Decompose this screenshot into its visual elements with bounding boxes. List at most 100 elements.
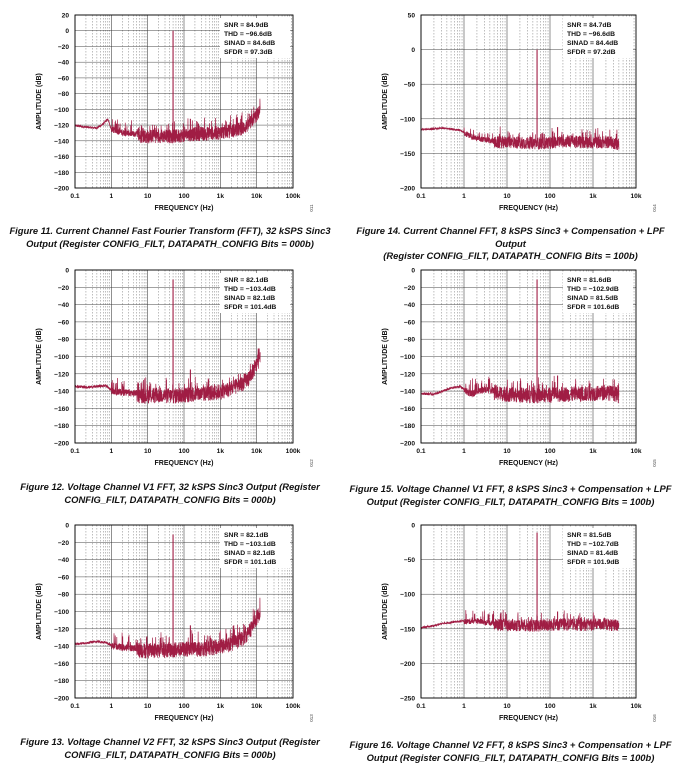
y-tick-label: −180 <box>400 423 415 430</box>
plot-frame <box>420 14 637 189</box>
x-tick-label: 1 <box>109 448 113 455</box>
y-tick-label: −20 <box>58 285 70 292</box>
x-tick-label: 10k <box>251 448 262 455</box>
x-tick-label: 100 <box>544 448 555 455</box>
stats-box <box>563 18 633 58</box>
x-tick-label: 1 <box>462 448 466 455</box>
y-tick-label: 50 <box>408 13 416 20</box>
stats-line: SFDR = 101.9dB <box>567 559 619 566</box>
series-line <box>421 610 620 632</box>
stats-box <box>563 273 633 313</box>
fft-trace <box>421 279 620 404</box>
y-tick-label: −60 <box>58 75 70 82</box>
figure-id: 016 <box>652 714 657 722</box>
y-tick-label: −40 <box>58 302 70 309</box>
y-tick-label: −200 <box>54 441 69 448</box>
figure-caption: Figure 14. Current Channel FFT, 8 kSPS S… <box>340 225 681 263</box>
x-tick-label: 0.1 <box>70 193 79 200</box>
y-tick-label: −140 <box>54 138 69 145</box>
y-tick-label: −50 <box>404 82 416 89</box>
y-axis-label: AMPLITUDE (dB) <box>382 583 389 640</box>
y-tick-label: −60 <box>404 319 416 326</box>
fft-trace <box>421 49 620 151</box>
figure-id: 011 <box>309 204 314 212</box>
y-tick-label: −50 <box>404 557 416 564</box>
figure-id: 015 <box>652 459 657 467</box>
x-tick-label: 100 <box>544 193 555 200</box>
stats-line: SFDR = 101.6dB <box>567 304 619 311</box>
x-tick-label: 1k <box>589 193 597 200</box>
y-tick-label: −250 <box>400 696 415 703</box>
y-tick-label: −100 <box>400 592 415 599</box>
plot-frame <box>74 14 294 189</box>
stats-line: THD = −103.4dB <box>224 286 276 293</box>
y-tick-label: 0 <box>65 28 69 35</box>
caption-line: Figure 16. Voltage Channel V2 FFT, 8 kSP… <box>349 739 672 750</box>
stats-line: SINAD = 82.1dB <box>224 295 275 302</box>
stats-line: SINAD = 84.6dB <box>224 40 275 47</box>
x-tick-label: 10 <box>503 448 511 455</box>
x-tick-label: 1 <box>109 703 113 710</box>
y-axis-label: AMPLITUDE (dB) <box>382 328 389 385</box>
caption-line: Output (Register CONFIG_FILT, DATAPATH_C… <box>366 495 655 507</box>
chart-1: 200−20−40−60−80−100−120−140−160−180−2000… <box>36 13 314 213</box>
series-line <box>75 98 261 144</box>
y-tick-label: −40 <box>404 302 416 309</box>
x-tick-label: 0.1 <box>70 448 79 455</box>
caption-line: Figure 12. Voltage Channel V1 FFT, 32 kS… <box>20 481 320 492</box>
chart-3: 0 −20 −40 −60 −80 −100 −120 −140 −160 −180 −2000.1… <box>36 268 314 468</box>
stats-line: THD = −96.6dB <box>567 31 615 38</box>
stats-line: SNR = 84.7dB <box>567 22 611 29</box>
plot-frame <box>420 524 637 699</box>
y-tick-label: −160 <box>54 406 69 413</box>
x-tick-label: 100k <box>286 448 301 455</box>
x-tick-label: 100 <box>178 448 189 455</box>
stats-line: SNR = 81.6dB <box>567 277 611 284</box>
y-tick-label: −140 <box>54 644 69 651</box>
stats-box <box>220 18 290 58</box>
x-tick-label: 1k <box>589 703 597 710</box>
y-tick-label: −200 <box>400 661 415 668</box>
x-tick-label: 10 <box>144 448 152 455</box>
stats-line: SNR = 81.5dB <box>567 532 611 539</box>
caption-line: CONFIG_FILT, DATAPATH_CONFIG Bits = 000b… <box>64 748 276 760</box>
x-tick-label: 1 <box>109 193 113 200</box>
x-tick-label: 10 <box>503 193 511 200</box>
x-axis-label: FREQUENCY (Hz) <box>155 205 214 212</box>
y-tick-label: −60 <box>58 574 70 581</box>
series-line <box>75 597 261 659</box>
y-tick-label: −160 <box>400 406 415 413</box>
y-tick-label: −200 <box>54 696 69 703</box>
y-tick-label: −120 <box>54 626 69 633</box>
x-axis-label: FREQUENCY (Hz) <box>499 715 558 722</box>
y-tick-label: −20 <box>58 540 70 547</box>
figure-caption: Figure 16. Voltage Channel V2 FFT, 8 kSP… <box>340 739 681 764</box>
series-line <box>421 375 620 404</box>
x-tick-label: 0.1 <box>416 448 425 455</box>
y-tick-label: 0 <box>411 47 415 54</box>
x-tick-label: 1 <box>462 703 466 710</box>
x-tick-label: 0.1 <box>70 703 79 710</box>
y-tick-label: −80 <box>58 592 70 599</box>
y-axis-label: AMPLITUDE (dB) <box>382 73 389 130</box>
figure-caption: Figure 11. Current Channel Fast Fourier … <box>0 225 340 250</box>
figure-caption: Figure 13. Voltage Channel V2 FFT, 32 kS… <box>0 736 340 761</box>
x-tick-label: 100k <box>286 193 301 200</box>
stats-box <box>220 273 290 313</box>
stats-line: SINAD = 81.4dB <box>567 550 618 557</box>
stats-line: THD = −102.7dB <box>567 541 619 548</box>
y-tick-label: −180 <box>54 170 69 177</box>
x-tick-label: 100 <box>544 703 555 710</box>
x-tick-label: 10k <box>630 448 641 455</box>
y-tick-label: −60 <box>58 319 70 326</box>
stats-line: SNR = 82.1dB <box>224 532 268 539</box>
x-tick-label: 10 <box>503 703 511 710</box>
y-tick-label: −150 <box>400 626 415 633</box>
y-axis-label: AMPLITUDE (dB) <box>36 73 43 130</box>
x-tick-label: 100 <box>178 193 189 200</box>
stats-line: SNR = 84.9dB <box>224 22 268 29</box>
x-tick-label: 10k <box>630 193 641 200</box>
stats-line: SINAD = 84.4dB <box>567 40 618 47</box>
